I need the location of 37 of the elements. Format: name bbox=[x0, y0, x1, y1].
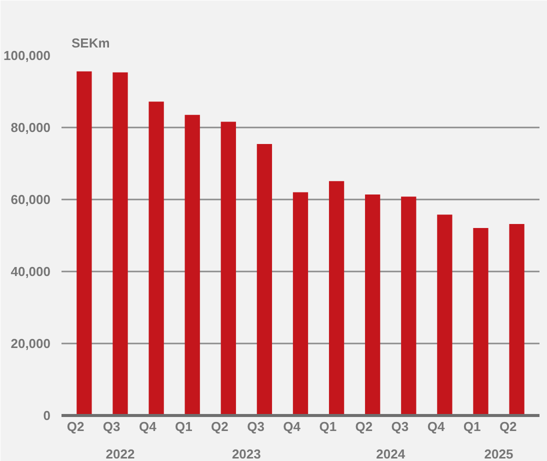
x-tick-label: Q4 bbox=[427, 419, 446, 434]
bar bbox=[437, 214, 452, 416]
x-tick-label: Q3 bbox=[391, 419, 409, 434]
x-tick-label: Q2 bbox=[211, 419, 228, 434]
y-tick-label: 0 bbox=[43, 408, 51, 423]
x-tick-label: Q1 bbox=[463, 419, 481, 434]
bar bbox=[220, 122, 236, 416]
x-tick-label: Q2 bbox=[355, 419, 373, 434]
y-tick-label: 20,000 bbox=[10, 336, 51, 351]
y-tick-label: 80,000 bbox=[10, 120, 51, 135]
text: 2025 bbox=[484, 446, 514, 461]
x-tick-label: Q3 bbox=[102, 419, 120, 434]
x-tick-label: Q2 bbox=[499, 419, 517, 434]
text: 2024 bbox=[376, 446, 406, 461]
bar bbox=[148, 102, 164, 416]
bar bbox=[184, 114, 200, 416]
x-tick-label: Q3 bbox=[247, 419, 264, 434]
x-tick-label: Q1 bbox=[175, 419, 192, 434]
bar bbox=[328, 181, 344, 416]
bar bbox=[292, 192, 308, 416]
text: 2023 bbox=[232, 446, 261, 461]
bar bbox=[401, 196, 416, 416]
x-tick-label: Q1 bbox=[319, 419, 337, 434]
x-tick-label: Q2 bbox=[66, 419, 84, 434]
y-tick-label: 100,000 bbox=[4, 48, 51, 63]
bar bbox=[76, 71, 92, 416]
y-tick-label: 60,000 bbox=[10, 192, 51, 207]
bar bbox=[365, 194, 380, 416]
x-tick-label: Q4 bbox=[283, 419, 302, 434]
text: 2022 bbox=[106, 446, 135, 461]
y-tick-label: 40,000 bbox=[10, 264, 51, 279]
bar bbox=[473, 228, 488, 416]
x-tick-label: Q4 bbox=[138, 419, 158, 434]
y-axis-title: SEKm bbox=[72, 36, 110, 50]
bar bbox=[509, 224, 524, 416]
bar bbox=[112, 72, 128, 416]
bar bbox=[256, 144, 272, 416]
